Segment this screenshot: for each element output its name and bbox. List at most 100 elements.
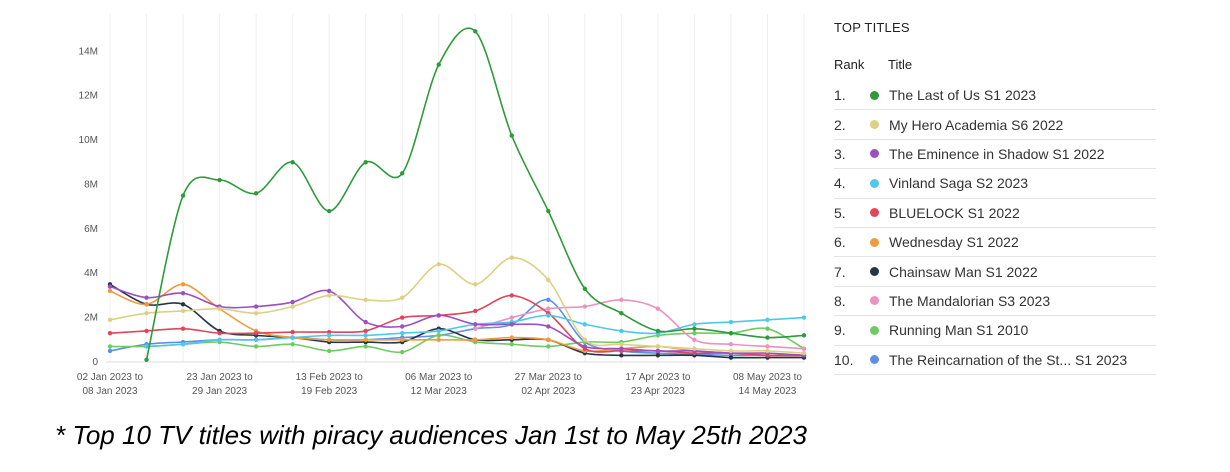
data-point [619, 328, 624, 334]
data-point [107, 348, 113, 354]
data-point [107, 284, 113, 289]
legend-item[interactable]: 10. The Reincarnation of the St... S1 202… [834, 346, 1156, 375]
x-tick-label: 27 Mar 2023 to [515, 372, 583, 383]
data-point [326, 208, 332, 214]
y-tick-label: 12M [79, 91, 98, 102]
y-tick-label: 0 [92, 357, 98, 368]
data-point [655, 344, 661, 349]
data-point [253, 310, 259, 316]
x-tick-label: 17 Apr 2023 to [625, 372, 690, 383]
data-point [326, 293, 332, 298]
data-point [290, 160, 295, 165]
legend-dot-icon [870, 120, 879, 130]
data-point [400, 171, 405, 176]
legend-item-title: Vinland Saga S2 2023 [889, 175, 1029, 192]
data-point [144, 357, 149, 362]
data-point [326, 329, 332, 335]
legend-item-title: The Eminence in Shadow S1 2022 [889, 145, 1105, 162]
data-point [326, 348, 332, 354]
legend-title-header: Title [888, 57, 913, 72]
legend-item-title: The Mandalorian S3 2023 [889, 292, 1051, 309]
legend-item[interactable]: 9. Running Man S1 2010 [834, 316, 1156, 346]
data-point [546, 313, 551, 318]
data-point [619, 297, 624, 303]
legend-item[interactable]: 2. My Hero Academia S6 2022 [834, 110, 1156, 140]
data-point [655, 328, 661, 334]
legend-item-rank: 10. [834, 351, 854, 368]
data-point [363, 333, 368, 338]
legend-item-rank: 7. [834, 263, 846, 280]
data-point [290, 329, 295, 335]
legend-item[interactable]: 6. Wednesday S1 2022 [834, 228, 1156, 258]
data-point [217, 337, 222, 343]
legend-item[interactable]: 3. The Eminence in Shadow S1 2022 [834, 140, 1156, 170]
y-tick-label: 2M [84, 313, 98, 324]
data-point [400, 330, 405, 336]
data-point [473, 282, 478, 287]
legend-item-title: BLUELOCK S1 2022 [889, 204, 1020, 221]
data-point [363, 160, 368, 165]
data-point [253, 344, 259, 349]
data-point [400, 349, 405, 355]
x-tick-label: 13 Feb 2023 to [296, 372, 364, 383]
x-tick-label: 02 Apr 2023 [521, 386, 575, 397]
data-point [290, 342, 295, 347]
data-point [655, 306, 661, 311]
data-point [107, 288, 113, 294]
legend-item[interactable]: 8. The Mandalorian S3 2023 [834, 287, 1156, 317]
data-point [728, 330, 734, 336]
data-point [692, 346, 697, 351]
data-point [473, 322, 478, 327]
data-point [253, 191, 259, 196]
x-tick-label: 08 Jan 2023 [82, 386, 137, 397]
data-point [363, 297, 368, 303]
y-tick-label: 10M [79, 135, 98, 146]
x-tick-label: 23 Jan 2023 to [186, 372, 253, 383]
legend-dot-icon [870, 355, 879, 365]
data-point [765, 344, 770, 349]
x-tick-label: 29 Jan 2023 [192, 386, 247, 397]
legend-item[interactable]: 5. BLUELOCK S1 2022 [834, 199, 1156, 228]
legend-item-title: Running Man S1 2010 [889, 322, 1029, 339]
data-point [728, 348, 734, 354]
legend-item-title: The Reincarnation of the St... S1 2023 [889, 351, 1128, 368]
legend-item-rank: 8. [834, 292, 846, 309]
data-point [546, 344, 551, 349]
data-point [546, 306, 551, 311]
legend-item-title: The Last of Us S1 2023 [889, 87, 1037, 104]
legend-dot-icon [870, 149, 879, 159]
data-point [546, 208, 551, 214]
data-point [144, 302, 149, 307]
data-point [801, 333, 807, 338]
data-point [728, 355, 734, 360]
data-point [692, 322, 697, 327]
data-point [509, 335, 514, 340]
legend-item[interactable]: 4. Vinland Saga S2 2023 [834, 169, 1156, 199]
data-point [290, 304, 295, 309]
data-point [473, 308, 478, 314]
data-point [582, 344, 588, 349]
series-line [109, 283, 805, 359]
data-point [180, 302, 186, 307]
data-point [801, 350, 807, 356]
data-point [509, 315, 514, 320]
series-line [109, 294, 805, 357]
legend-item-rank: 4. [834, 175, 846, 192]
legend-item[interactable]: 1. The Last of Us S1 2023 [834, 81, 1156, 111]
data-point [619, 310, 624, 316]
data-point [509, 293, 514, 298]
data-point [290, 299, 295, 305]
legend-item[interactable]: 7. Chainsaw Man S1 2022 [834, 257, 1156, 287]
legend: TOP TITLES Rank Title 1. The Last of Us S… [834, 12, 1156, 375]
legend-item-rank: 9. [834, 322, 846, 339]
x-tick-label: 12 Mar 2023 [411, 386, 468, 397]
legend-dot-icon [870, 178, 879, 188]
legend-dot-icon [870, 325, 879, 335]
data-point [436, 262, 441, 267]
data-point [582, 337, 588, 343]
data-point [363, 337, 368, 343]
data-point [107, 330, 113, 336]
data-point [363, 319, 368, 325]
data-point [144, 344, 149, 349]
data-point [107, 317, 113, 323]
